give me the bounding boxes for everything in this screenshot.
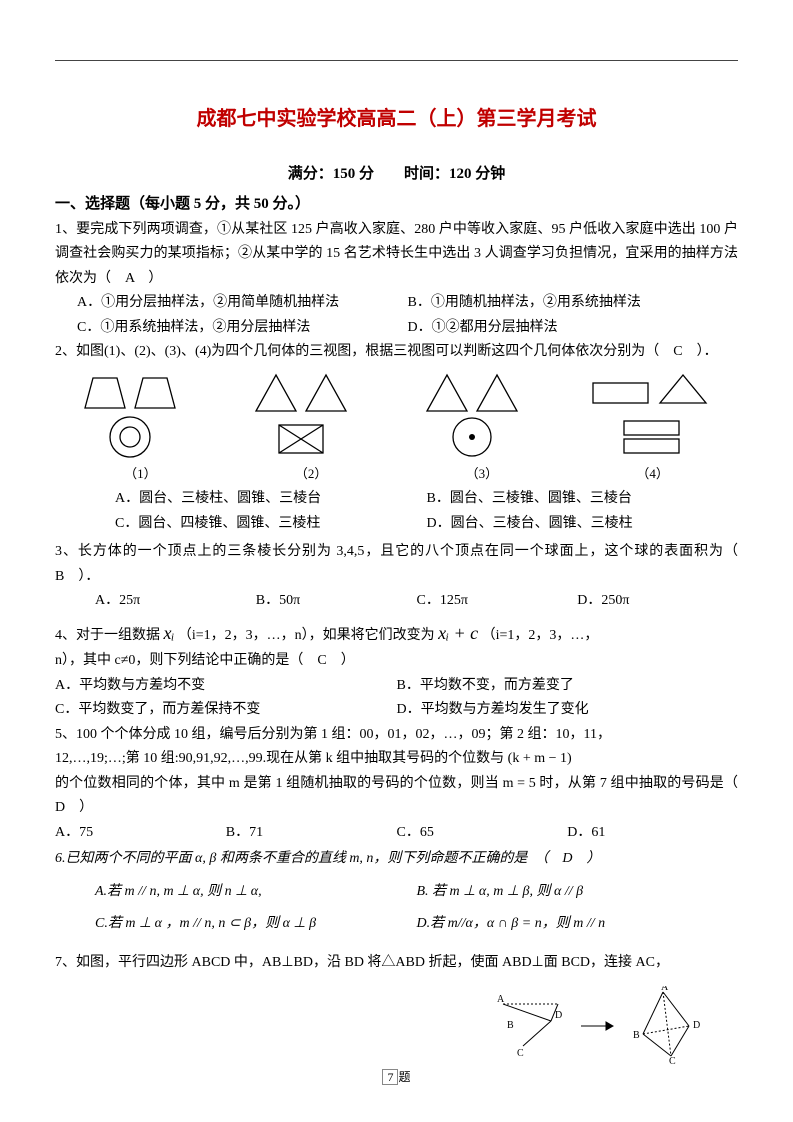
q4-opt-a: A．平均数与方差均不变 (55, 674, 397, 699)
q1-options-row2: C．①用系统抽样法，②用分层抽样法 D．①②都用分层抽样法 (55, 316, 738, 341)
svg-text:C: C (517, 1048, 524, 1059)
q4-s2: （i=1，2，3，…，n），如果将它们改变为 (178, 628, 438, 643)
q6-opt-b: B. 若 m ⊥ α, m ⊥ β, 则 α // β (417, 880, 739, 905)
q3-options: A．25π B．50π C．125π D．250π (55, 589, 738, 614)
svg-text:D: D (555, 1010, 562, 1021)
q4-s3: （i=1，2，3，…， (482, 628, 599, 643)
q6-stem-text: 6.已知两个不同的平面 α, β 和两条不重合的直线 m, n，则下列命题不正确… (55, 851, 601, 866)
top-rule (55, 60, 738, 61)
fig3-svg (422, 373, 542, 463)
q2-options-row1: A．圆台、三棱柱、圆锥、三棱台 B．圆台、三棱锥、圆锥、三棱台 (55, 487, 738, 512)
q2-options-row2: C．圆台、四棱锥、圆锥、三棱柱 D．圆台、三棱台、圆锥、三棱柱 (55, 512, 738, 537)
q4-s1: 4、对于一组数据 (55, 628, 164, 643)
q3-opt-b: B．50π (256, 589, 417, 614)
svg-text:A: A (661, 986, 669, 993)
q2-opt-a: A．圆台、三棱柱、圆锥、三棱台 (115, 487, 427, 512)
q5-s3: 的个位数相同的个体，其中 m 是第 1 组随机抽取的号码的个位数，则当 m = … (55, 772, 738, 821)
fig4-label: （4） (583, 463, 723, 486)
fold-svg: A D C B A B D C (493, 986, 723, 1064)
q5-options: A．75 B．71 C．65 D．61 (55, 821, 738, 846)
q4-options-row2: C．平均数变了，而方差保持不变 D．平均数与方差均发生了变化 (55, 698, 738, 723)
svg-text:B: B (507, 1020, 514, 1031)
q1-opt-a: A．①用分层抽样法，②用简单随机抽样法 (77, 291, 408, 316)
fig4-svg (588, 373, 718, 463)
q5-opt-c: C．65 (397, 821, 568, 846)
q6-opt-d: D.若 m//α，α ∩ β = n，则 m // n (417, 912, 739, 937)
q3-opt-d: D．250π (577, 589, 738, 614)
q6-options-row1: A.若 m // n, m ⊥ α, 则 n ⊥ α, B. 若 m ⊥ α, … (55, 880, 738, 905)
page-number: 7 (382, 1069, 398, 1085)
q1-opt-b: B．①用随机抽样法，②用系统抽样法 (408, 291, 739, 316)
q4-options-row1: A．平均数与方差均不变 B．平均数不变，而方差变了 (55, 674, 738, 699)
q2-fig-2: （2） (241, 373, 381, 486)
q4-opt-b: B．平均数不变，而方差变了 (397, 674, 739, 699)
q2-figures: （1） （2） （3） (55, 373, 738, 486)
q6-opt-c: C.若 m ⊥ α ，m // n, n ⊂ β，则 α ⊥ β (95, 912, 417, 937)
q1-opt-d: D．①②都用分层抽样法 (408, 316, 739, 341)
q2-opt-c: C．圆台、四棱锥、圆锥、三棱柱 (115, 512, 427, 537)
section-1-head: 一、选择题（每小题 5 分，共 50 分。） (55, 191, 738, 217)
q2-fig-3: （3） (412, 373, 552, 486)
q2-fig-4: （4） (583, 373, 723, 486)
q6-stem: 6.已知两个不同的平面 α, β 和两条不重合的直线 m, n，则下列命题不正确… (55, 847, 738, 872)
q3-opt-c: C．125π (417, 589, 578, 614)
fig1-svg (80, 373, 200, 463)
svg-text:D: D (693, 1020, 700, 1031)
q2-stem: 2、如图(1)、(2)、(3)、(4)为四个几何体的三视图，根据三视图可以判断这… (55, 340, 738, 365)
q2-fig-1: （1） (70, 373, 210, 486)
svg-text:C: C (669, 1056, 676, 1064)
q4-xic: xᵢ + c (438, 623, 478, 643)
q4-opt-d: D．平均数与方差均发生了变化 (397, 698, 739, 723)
q2-opt-d: D．圆台、三棱台、圆锥、三棱柱 (427, 512, 739, 537)
q1-stem: 1、要完成下列两项调查，①从某社区 125 户高收入家庭、280 户中等收入家庭… (55, 218, 738, 292)
q6-opt-a: A.若 m // n, m ⊥ α, 则 n ⊥ α, (95, 880, 417, 905)
q5-stem2-text: 12,…,19;…;第 10 组:90,91,92,…,99.现在从第 k 组中… (55, 751, 572, 766)
fig1-label: （1） (70, 463, 210, 486)
q6-options-row2: C.若 m ⊥ α ，m // n, n ⊂ β，则 α ⊥ β D.若 m//… (55, 912, 738, 937)
q7-stem: 7、如图，平行四边形 ABCD 中，AB⊥BD，沿 BD 将△ABD 折起，使面… (55, 951, 738, 976)
q3-opt-a: A．25π (95, 589, 256, 614)
fig2-label: （2） (241, 463, 381, 486)
q3-stem: 3、长方体的一个顶点上的三条棱长分别为 3,4,5，且它的八个顶点在同一个球面上… (55, 540, 738, 589)
q4-opt-c: C．平均数变了，而方差保持不变 (55, 698, 397, 723)
exam-subtitle: 满分：150 分 时间：120 分钟 (55, 161, 738, 187)
q4-xi: xᵢ (164, 623, 175, 643)
q5-opt-a: A．75 (55, 821, 226, 846)
q7-diagram: A D C B A B D C (493, 986, 723, 1064)
q4-stem: 4、对于一组数据 xᵢ （i=1，2，3，…，n），如果将它们改变为 xᵢ + … (55, 618, 738, 650)
fig3-label: （3） (412, 463, 552, 486)
page-suffix: 题 (398, 1070, 410, 1084)
fig2-svg (251, 373, 371, 463)
q5-s1: 5、100 个个体分成 10 组，编号后分别为第 1 组：00，01，02，…，… (55, 723, 738, 748)
q1-options-row1: A．①用分层抽样法，②用简单随机抽样法 B．①用随机抽样法，②用系统抽样法 (55, 291, 738, 316)
page-footer: 7题 (0, 1067, 793, 1088)
q5-opt-d: D．61 (567, 821, 738, 846)
q5-s2: 12,…,19;…;第 10 组:90,91,92,…,99.现在从第 k 组中… (55, 747, 738, 772)
q5-opt-b: B．71 (226, 821, 397, 846)
exam-title: 成都七中实验学校高高二（上）第三学月考试 (55, 102, 738, 137)
svg-text:A: A (497, 994, 505, 1005)
q2-opt-b: B．圆台、三棱锥、圆锥、三棱台 (427, 487, 739, 512)
q1-opt-c: C．①用系统抽样法，②用分层抽样法 (77, 316, 408, 341)
svg-text:B: B (633, 1030, 640, 1041)
page: 成都七中实验学校高高二（上）第三学月考试 满分：150 分 时间：120 分钟 … (0, 0, 793, 1122)
q4-s4: n），其中 c≠0，则下列结论中正确的是（ C ） (55, 649, 738, 674)
